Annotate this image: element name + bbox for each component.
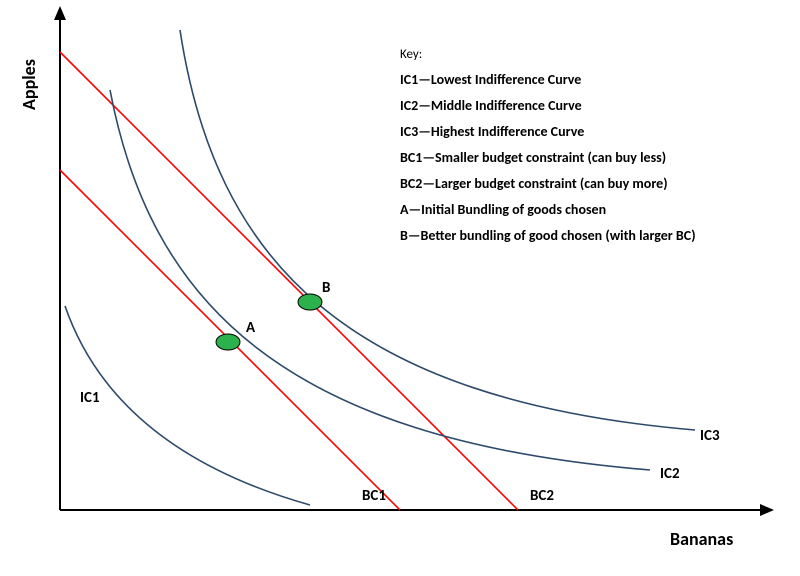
- bc2-line: [60, 52, 518, 510]
- economics-chart: BC1BC2 IC1IC2IC3 AB Bananas Apples Key: …: [0, 0, 800, 576]
- budget-constraints: BC1 BC2: [60, 52, 554, 510]
- legend-title: Key:: [400, 47, 422, 62]
- chart-container: BC1BC2 IC1IC2IC3 AB Bananas Apples Key: …: [0, 0, 800, 576]
- legend-item: IC2—Middle Indifference Curve: [400, 97, 582, 114]
- point-b-label: B: [322, 279, 330, 297]
- tangency-points: AB: [216, 279, 330, 350]
- point-a: [216, 334, 240, 350]
- ic1-curve: [65, 306, 310, 505]
- legend-item: IC1—Lowest Indifference Curve: [400, 71, 581, 88]
- y-axis-arrowhead: [54, 6, 66, 20]
- legend-item: BC1—Smaller budget constraint (can buy l…: [400, 149, 666, 166]
- legend-item: BC2—Larger budget constraint (can buy mo…: [400, 175, 668, 192]
- x-axis-arrowhead: [760, 504, 774, 516]
- ic3-label: IC3: [700, 427, 720, 445]
- y-axis-label: Apples: [18, 59, 40, 110]
- bc2-label: BC2: [530, 487, 554, 505]
- point-b: [298, 294, 322, 310]
- x-axis-label: Bananas: [670, 528, 733, 550]
- legend: Key: IC1—Lowest Indifference Curve IC2—Mi…: [400, 47, 696, 244]
- point-a-label: A: [246, 319, 256, 337]
- indifference-curves: IC1 IC2 IC3: [65, 30, 720, 505]
- legend-item: IC3—Highest Indifference Curve: [400, 123, 584, 140]
- legend-item: A—Initial Bundling of goods chosen: [400, 201, 606, 218]
- ic1-label: IC1: [80, 389, 100, 407]
- legend-item: B—Better bundling of good chosen (with l…: [400, 227, 696, 244]
- bc1-label: BC1: [362, 487, 386, 505]
- ic2-label: IC2: [660, 465, 680, 483]
